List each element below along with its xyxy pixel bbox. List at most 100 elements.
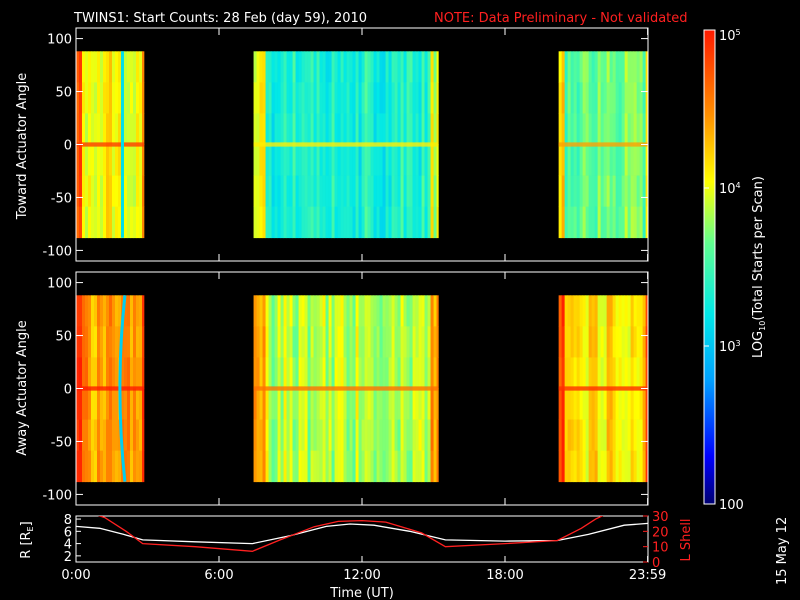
away-heat-cell	[343, 450, 347, 483]
toward-heat-cell	[106, 206, 110, 239]
toward-heat-cell	[370, 144, 374, 176]
away-heat-cell	[79, 295, 83, 327]
toward-heat-cell	[331, 82, 335, 114]
toward-heat-cell	[603, 51, 608, 83]
toward-heat-cell	[340, 206, 344, 239]
toward-heat-cell	[316, 206, 320, 239]
away-heat-cell	[427, 326, 431, 358]
away-heat-cell	[397, 357, 401, 389]
ephemeris-panel-frame	[75, 515, 649, 563]
toward-heat-cell	[561, 175, 566, 208]
away-heat-cell	[319, 450, 323, 483]
toward-heat-cell	[91, 82, 95, 114]
away-heat-cell	[259, 419, 263, 452]
toward-heat-cell	[118, 175, 122, 208]
away-heat-cell	[76, 388, 80, 420]
toward-heat-cell	[316, 113, 320, 145]
away-heat-cell	[337, 450, 341, 483]
toward-ytick-label: 100	[47, 33, 72, 48]
away-feature-line	[118, 295, 127, 482]
away-heat-cell	[253, 450, 257, 483]
toward-heat-cell	[100, 113, 104, 145]
toward-heat-cell	[361, 206, 365, 239]
away-heat-cell	[585, 419, 590, 452]
away-heat-cell	[322, 419, 326, 452]
toward-heat-cell	[424, 113, 428, 145]
away-y-axis: 100 50 0 -50 -100	[42, 272, 649, 505]
toward-heat-cell	[286, 206, 290, 239]
toward-heat-cell	[376, 51, 380, 83]
toward-heat-cell	[391, 51, 395, 83]
toward-heat-cell	[582, 175, 587, 208]
away-heat-cell	[633, 450, 638, 483]
away-heat-cell	[346, 295, 350, 327]
toward-heat-cell	[340, 175, 344, 208]
toward-heat-cell	[597, 175, 602, 208]
toward-heat-cell	[397, 206, 401, 239]
toward-heat-cell	[576, 175, 581, 208]
away-heat-cell	[313, 295, 317, 327]
toward-heat-cell	[286, 175, 290, 208]
toward-heat-cell	[436, 51, 439, 83]
toward-heat-cell	[343, 175, 347, 208]
toward-heat-cell	[388, 51, 392, 83]
away-heat-cell	[124, 419, 128, 452]
away-heat-cell	[88, 326, 92, 358]
colorbar-ticks: 100 103 104 105	[704, 28, 744, 513]
away-heat-cell	[597, 419, 602, 452]
away-heat-cell	[328, 295, 332, 327]
toward-heat-cell	[409, 82, 413, 114]
toward-heat-cell	[124, 144, 128, 176]
away-heat-cell	[430, 295, 434, 327]
away-heat-cell	[400, 326, 404, 358]
away-heat-cell	[121, 419, 125, 452]
toward-heat-cell	[343, 113, 347, 145]
away-heat-cell	[382, 326, 386, 358]
away-heat-cell	[642, 295, 647, 327]
toward-heat-cell	[97, 113, 101, 145]
away-heat-cell	[567, 326, 572, 358]
away-heat-cell	[94, 419, 98, 452]
away-heat-cell	[567, 419, 572, 452]
away-heat-cell	[403, 295, 407, 327]
toward-heat-cell	[403, 175, 407, 208]
away-heat-cell	[106, 388, 110, 420]
toward-heat-cell	[373, 82, 377, 114]
toward-heat-cell	[406, 175, 410, 208]
toward-heat-cell	[115, 51, 119, 83]
toward-heat-cell	[421, 206, 425, 239]
toward-heat-cell	[340, 82, 344, 114]
away-heat-cell	[391, 419, 395, 452]
colorbar-tick-label: 105	[719, 28, 741, 44]
toward-heat-cell	[567, 206, 572, 239]
toward-heat-cell	[570, 175, 575, 208]
toward-heat-cell	[76, 51, 80, 83]
away-heat-cell	[262, 295, 266, 327]
away-heat-cell	[106, 295, 110, 327]
away-heat-cell	[567, 450, 572, 483]
away-heat-cell	[627, 326, 632, 358]
away-heat-cell	[115, 326, 119, 358]
toward-heat-cell	[76, 113, 80, 145]
toward-heat-cell	[322, 51, 326, 83]
toward-heat-cell	[109, 144, 113, 176]
away-heat-cell	[259, 388, 263, 420]
toward-heat-cell	[636, 175, 641, 208]
away-heat-cell	[298, 326, 302, 358]
away-heat-cell	[427, 357, 431, 389]
away-heat-cell	[627, 357, 632, 389]
toward-heat-cell	[265, 113, 269, 145]
toward-heat-cell	[76, 206, 80, 239]
away-heat-cell	[645, 450, 649, 483]
toward-heat-cell	[600, 175, 605, 208]
toward-heat-cell	[313, 144, 317, 176]
toward-heat-cell	[271, 113, 275, 145]
toward-heat-cell	[600, 206, 605, 239]
toward-heat-cell	[364, 51, 368, 83]
away-heat-cell	[561, 450, 566, 483]
away-heat-cell	[304, 450, 308, 483]
away-heat-cell	[142, 326, 145, 358]
away-heat-cell	[364, 450, 368, 483]
toward-heat-cell	[295, 144, 299, 176]
